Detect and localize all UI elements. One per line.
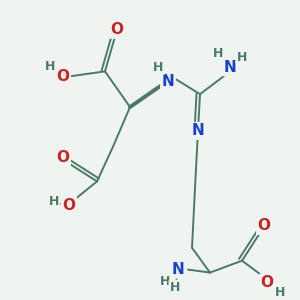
Text: O: O xyxy=(260,275,274,290)
Text: O: O xyxy=(257,218,271,233)
Text: H: H xyxy=(237,51,247,64)
Text: H: H xyxy=(153,61,163,74)
Text: N: N xyxy=(192,123,204,138)
Text: N: N xyxy=(172,262,184,277)
Text: H: H xyxy=(45,60,55,73)
Text: N: N xyxy=(162,74,174,89)
Text: O: O xyxy=(56,150,70,165)
Text: O: O xyxy=(62,198,76,213)
Text: H: H xyxy=(275,286,285,299)
Text: H: H xyxy=(213,47,223,60)
Text: H: H xyxy=(49,195,59,208)
Text: O: O xyxy=(110,22,124,37)
Text: N: N xyxy=(224,60,236,75)
Text: H: H xyxy=(160,275,170,288)
Text: O: O xyxy=(56,69,70,84)
Text: H: H xyxy=(170,281,180,294)
